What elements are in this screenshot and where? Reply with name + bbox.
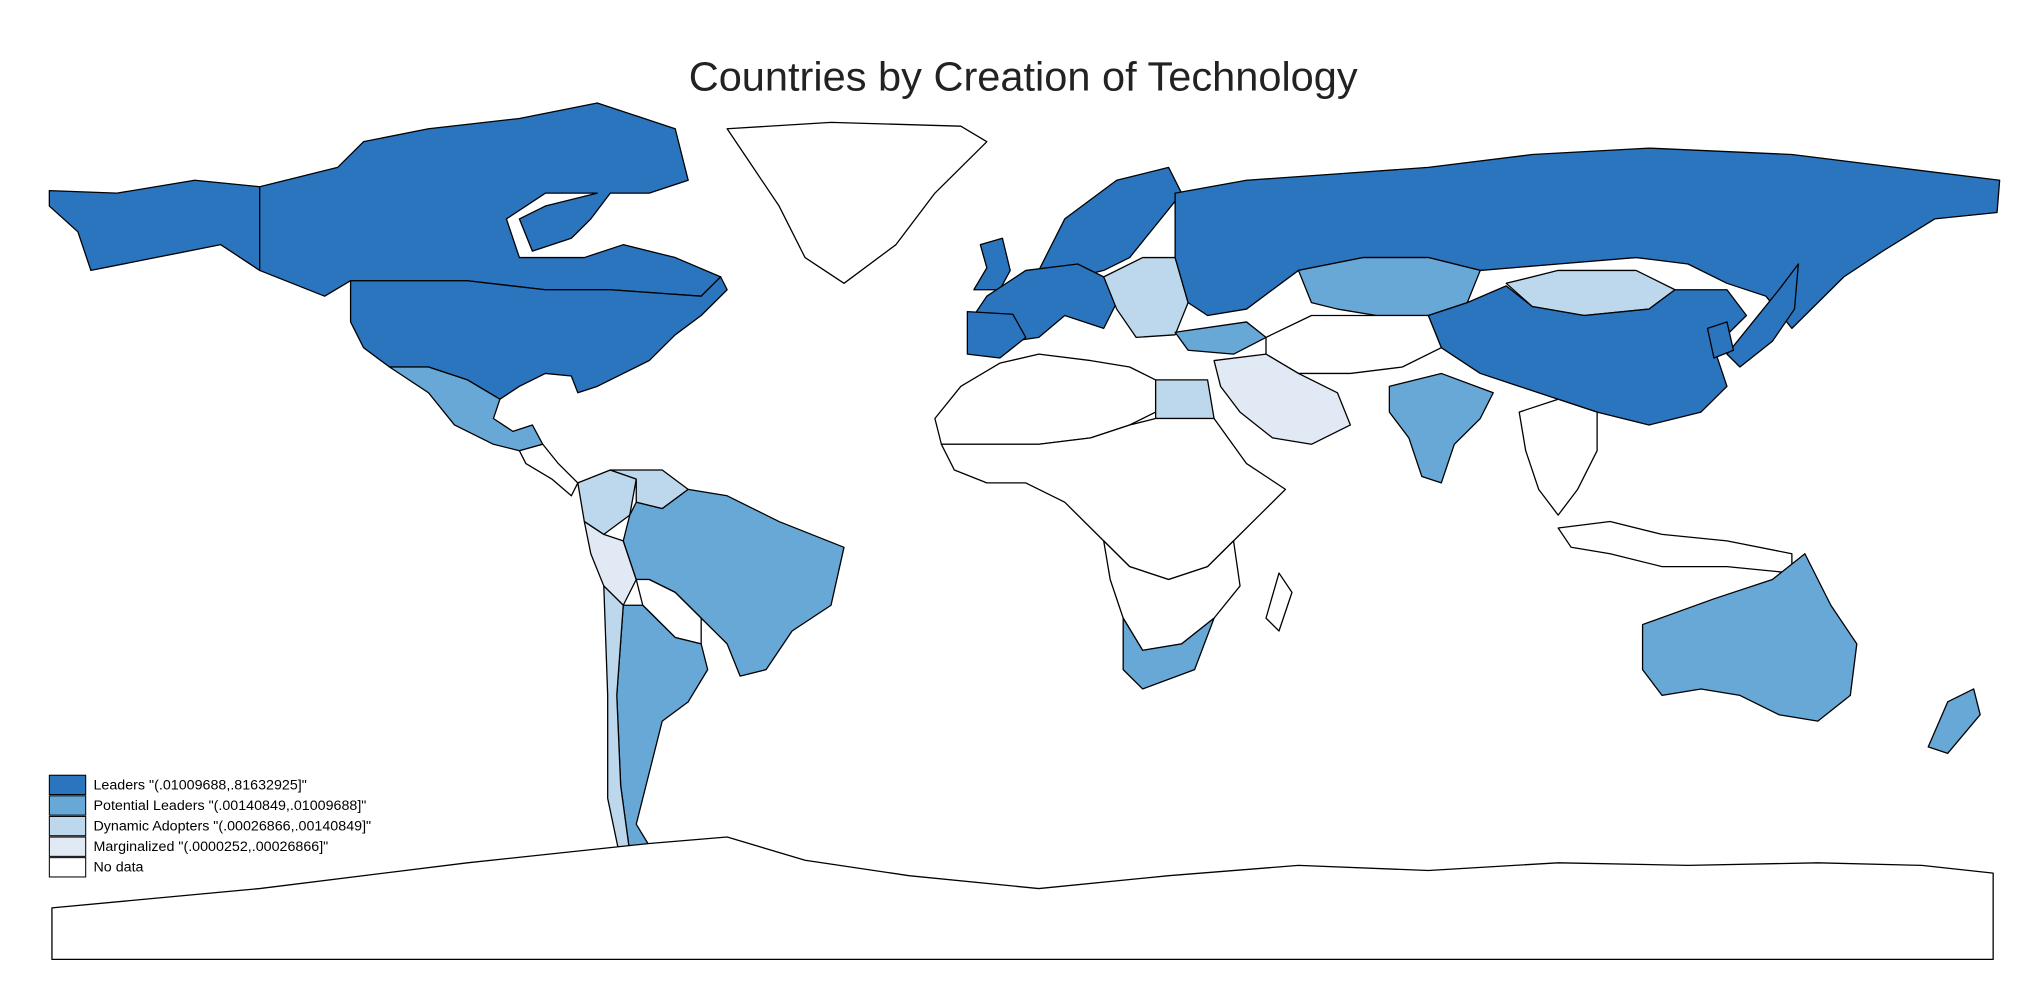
korea <box>1706 321 1735 359</box>
middle-east <box>1213 353 1352 445</box>
legend-label: No data <box>93 860 143 876</box>
legend-swatch <box>48 815 87 837</box>
australia <box>1641 553 1858 722</box>
argentina <box>616 604 709 858</box>
uk <box>973 237 1011 291</box>
legend-swatch <box>48 836 87 857</box>
legend-swatch <box>48 774 87 796</box>
japan <box>1726 263 1800 368</box>
legend-label: Leaders "(.01009688,.81632925]" <box>93 777 306 793</box>
legend-label: Marginalized "(.0000252,.00026866]" <box>93 839 328 855</box>
alaska <box>48 179 261 272</box>
southern-africa <box>1103 540 1241 651</box>
turkey <box>1174 321 1267 355</box>
southeast-asia <box>1518 398 1598 516</box>
antarctica <box>51 836 1994 961</box>
iberia <box>966 310 1027 359</box>
greenland <box>726 121 988 284</box>
united-states <box>349 276 728 400</box>
south-africa <box>1122 617 1215 690</box>
eastern-europe <box>1103 256 1189 339</box>
central-america <box>518 443 579 497</box>
madagascar <box>1265 572 1293 632</box>
india <box>1388 372 1494 484</box>
indonesia <box>1557 520 1793 574</box>
central-africa <box>940 417 1287 581</box>
canada <box>259 102 722 297</box>
new-zealand <box>1927 688 1981 754</box>
legend-label: Potential Leaders "(.00140849,.01009688]… <box>93 798 366 814</box>
map-title: Countries by Creation of Technology <box>689 54 1358 100</box>
legend-swatch <box>48 857 87 878</box>
legend: Leaders "(.01009688,.81632925]" Potential… <box>48 774 371 878</box>
mexico <box>388 366 544 452</box>
legend-swatch <box>48 795 87 816</box>
egypt <box>1154 379 1215 420</box>
central-asia <box>1265 314 1442 375</box>
legend-label: Dynamic Adopters "(.00026866,.00140849]" <box>93 819 371 835</box>
world-map <box>48 102 2001 961</box>
